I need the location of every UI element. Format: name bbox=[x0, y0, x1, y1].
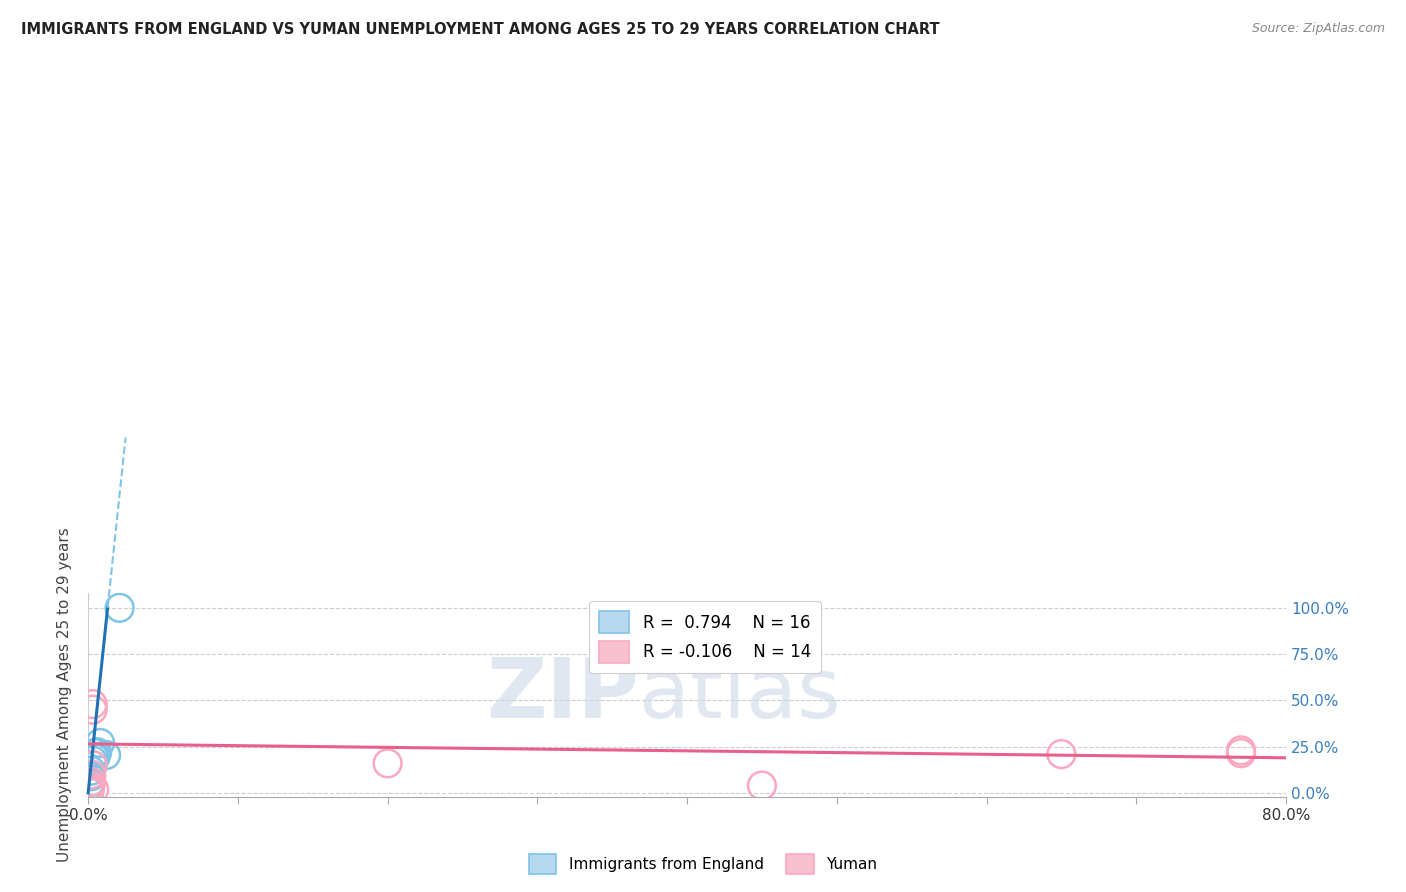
Point bbox=[94, 747, 117, 762]
Legend: Immigrants from England, Yuman: Immigrants from England, Yuman bbox=[523, 848, 883, 880]
Point bbox=[79, 784, 101, 798]
Point bbox=[82, 758, 104, 772]
Text: atlas: atlas bbox=[640, 655, 841, 735]
Point bbox=[1050, 747, 1073, 761]
Point bbox=[84, 746, 107, 760]
Point bbox=[79, 779, 101, 793]
Point bbox=[82, 703, 104, 717]
Point bbox=[77, 785, 100, 799]
Point bbox=[77, 785, 100, 799]
Y-axis label: Unemployment Among Ages 25 to 29 years: Unemployment Among Ages 25 to 29 years bbox=[58, 527, 72, 863]
Point bbox=[82, 754, 104, 768]
Point bbox=[1230, 743, 1253, 757]
Point bbox=[79, 779, 101, 793]
Point bbox=[83, 751, 105, 765]
Legend: R =  0.794    N = 16, R = -0.106    N = 14: R = 0.794 N = 16, R = -0.106 N = 14 bbox=[589, 601, 821, 673]
Point bbox=[79, 775, 101, 789]
Point bbox=[84, 750, 107, 764]
Point bbox=[80, 767, 103, 781]
Point bbox=[751, 779, 773, 793]
Point bbox=[82, 758, 104, 772]
Text: Source: ZipAtlas.com: Source: ZipAtlas.com bbox=[1251, 22, 1385, 36]
Point bbox=[83, 782, 105, 797]
Point bbox=[86, 745, 108, 759]
Point bbox=[1230, 746, 1253, 760]
Point bbox=[108, 600, 131, 615]
Point bbox=[80, 764, 103, 778]
Point bbox=[89, 736, 111, 750]
Point bbox=[377, 756, 399, 771]
Point bbox=[82, 697, 104, 711]
Point bbox=[80, 775, 103, 789]
Point bbox=[79, 782, 101, 797]
Text: ZIP: ZIP bbox=[486, 655, 640, 735]
Point bbox=[80, 769, 103, 783]
Text: IMMIGRANTS FROM ENGLAND VS YUMAN UNEMPLOYMENT AMONG AGES 25 TO 29 YEARS CORRELAT: IMMIGRANTS FROM ENGLAND VS YUMAN UNEMPLO… bbox=[21, 22, 939, 37]
Point bbox=[79, 782, 101, 797]
